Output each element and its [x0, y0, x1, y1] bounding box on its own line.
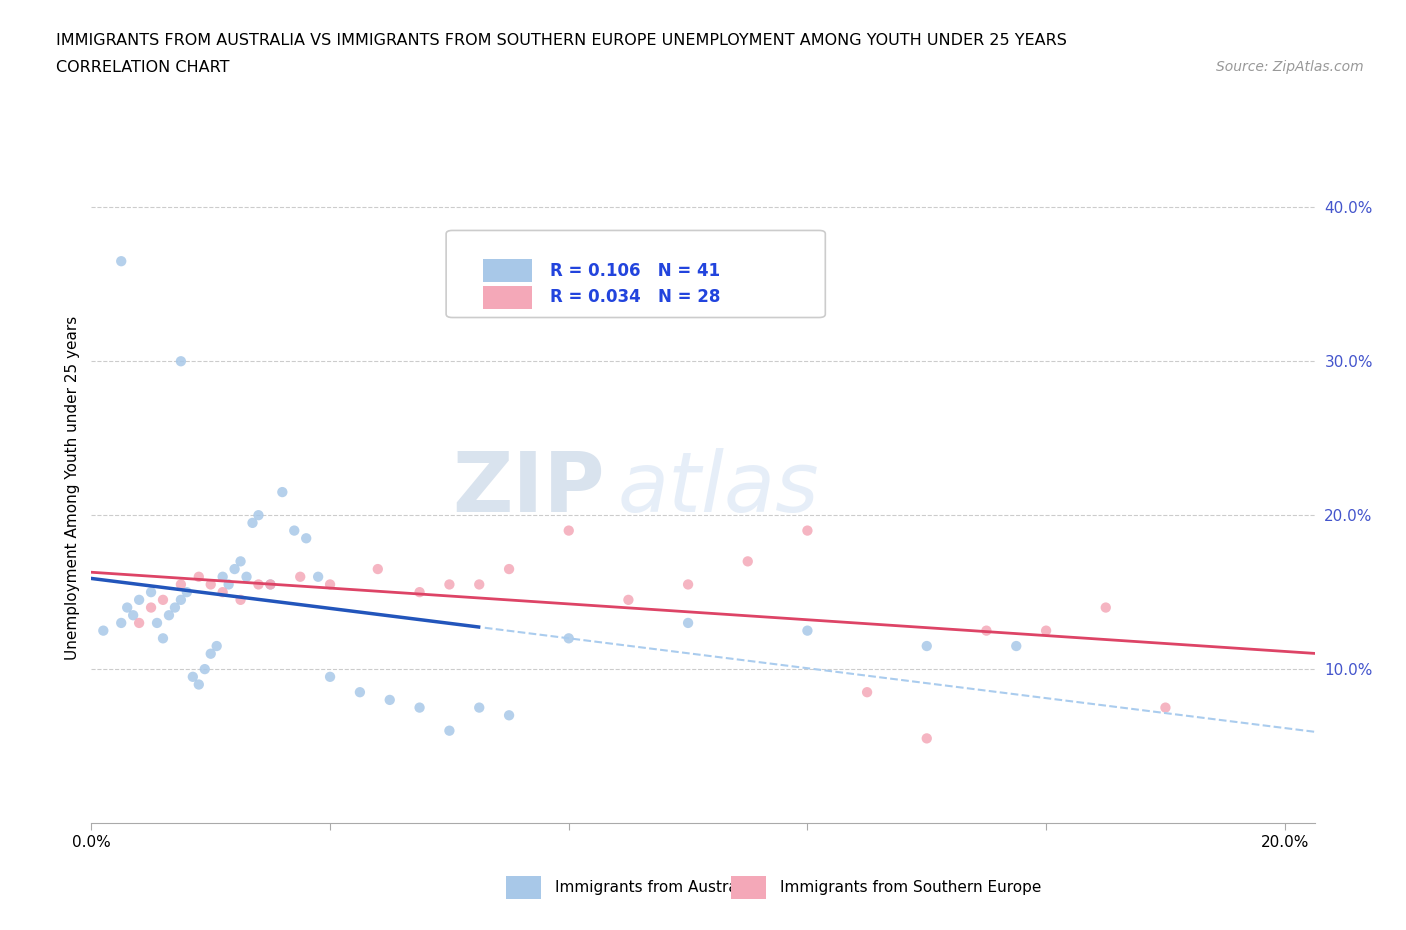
Point: [247, 577, 270, 591]
Point: [163, 600, 186, 615]
Point: [498, 708, 520, 723]
Text: CORRELATION CHART: CORRELATION CHART: [56, 60, 229, 75]
Point: [176, 585, 198, 600]
Point: [319, 577, 342, 591]
Point: [187, 569, 209, 584]
Point: [1094, 600, 1116, 615]
Point: [229, 592, 252, 607]
Point: [439, 577, 461, 591]
Point: [170, 353, 193, 368]
Point: [115, 600, 138, 615]
Point: [229, 554, 252, 569]
Point: [290, 569, 312, 584]
Point: [110, 254, 132, 269]
Point: [1005, 639, 1028, 654]
Point: [856, 684, 879, 699]
Point: [408, 585, 430, 600]
Point: [558, 524, 581, 538]
Text: IMMIGRANTS FROM AUSTRALIA VS IMMIGRANTS FROM SOUTHERN EUROPE UNEMPLOYMENT AMONG : IMMIGRANTS FROM AUSTRALIA VS IMMIGRANTS …: [56, 33, 1067, 47]
Text: Source: ZipAtlas.com: Source: ZipAtlas.com: [1216, 60, 1364, 74]
Point: [157, 608, 180, 623]
Point: [110, 616, 132, 631]
Bar: [482, 286, 531, 309]
Point: [218, 577, 240, 591]
Point: [235, 569, 257, 584]
FancyBboxPatch shape: [446, 231, 825, 317]
Text: R = 0.034   N = 28: R = 0.034 N = 28: [550, 288, 720, 306]
Point: [170, 592, 193, 607]
Point: [122, 608, 145, 623]
Point: [283, 524, 305, 538]
Point: [211, 569, 233, 584]
Point: [408, 700, 430, 715]
Point: [200, 577, 222, 591]
Point: [796, 623, 818, 638]
Point: [468, 700, 491, 715]
Point: [170, 577, 193, 591]
Point: [976, 623, 998, 638]
Point: [1154, 700, 1177, 715]
Point: [200, 646, 222, 661]
Point: [259, 577, 281, 591]
Bar: [482, 259, 531, 283]
Point: [915, 731, 938, 746]
Point: [224, 562, 246, 577]
Point: [139, 585, 162, 600]
Point: [737, 554, 759, 569]
Point: [498, 562, 520, 577]
Point: [139, 600, 162, 615]
Y-axis label: Unemployment Among Youth under 25 years: Unemployment Among Youth under 25 years: [65, 316, 80, 660]
Point: [319, 670, 342, 684]
Text: Immigrants from Southern Europe: Immigrants from Southern Europe: [780, 880, 1042, 895]
Point: [367, 562, 389, 577]
Point: [307, 569, 329, 584]
Point: [205, 639, 228, 654]
Point: [128, 592, 150, 607]
Point: [152, 592, 174, 607]
Text: ZIP: ZIP: [453, 447, 605, 529]
Point: [242, 515, 264, 530]
Point: [128, 616, 150, 631]
Point: [91, 623, 114, 638]
Point: [558, 631, 581, 645]
Point: [617, 592, 640, 607]
Point: [187, 677, 209, 692]
Point: [194, 661, 217, 676]
Point: [915, 639, 938, 654]
Point: [247, 508, 270, 523]
Point: [439, 724, 461, 738]
Point: [378, 693, 401, 708]
Point: [211, 585, 233, 600]
Text: atlas: atlas: [617, 447, 820, 529]
Point: [181, 670, 204, 684]
Point: [259, 577, 281, 591]
Text: Immigrants from Australia: Immigrants from Australia: [555, 880, 756, 895]
Point: [271, 485, 294, 499]
Point: [349, 684, 371, 699]
Point: [295, 531, 318, 546]
Point: [1035, 623, 1057, 638]
Point: [146, 616, 169, 631]
Point: [676, 577, 699, 591]
Text: R = 0.106   N = 41: R = 0.106 N = 41: [550, 261, 720, 280]
Point: [152, 631, 174, 645]
Point: [796, 524, 818, 538]
Point: [676, 616, 699, 631]
Point: [468, 577, 491, 591]
